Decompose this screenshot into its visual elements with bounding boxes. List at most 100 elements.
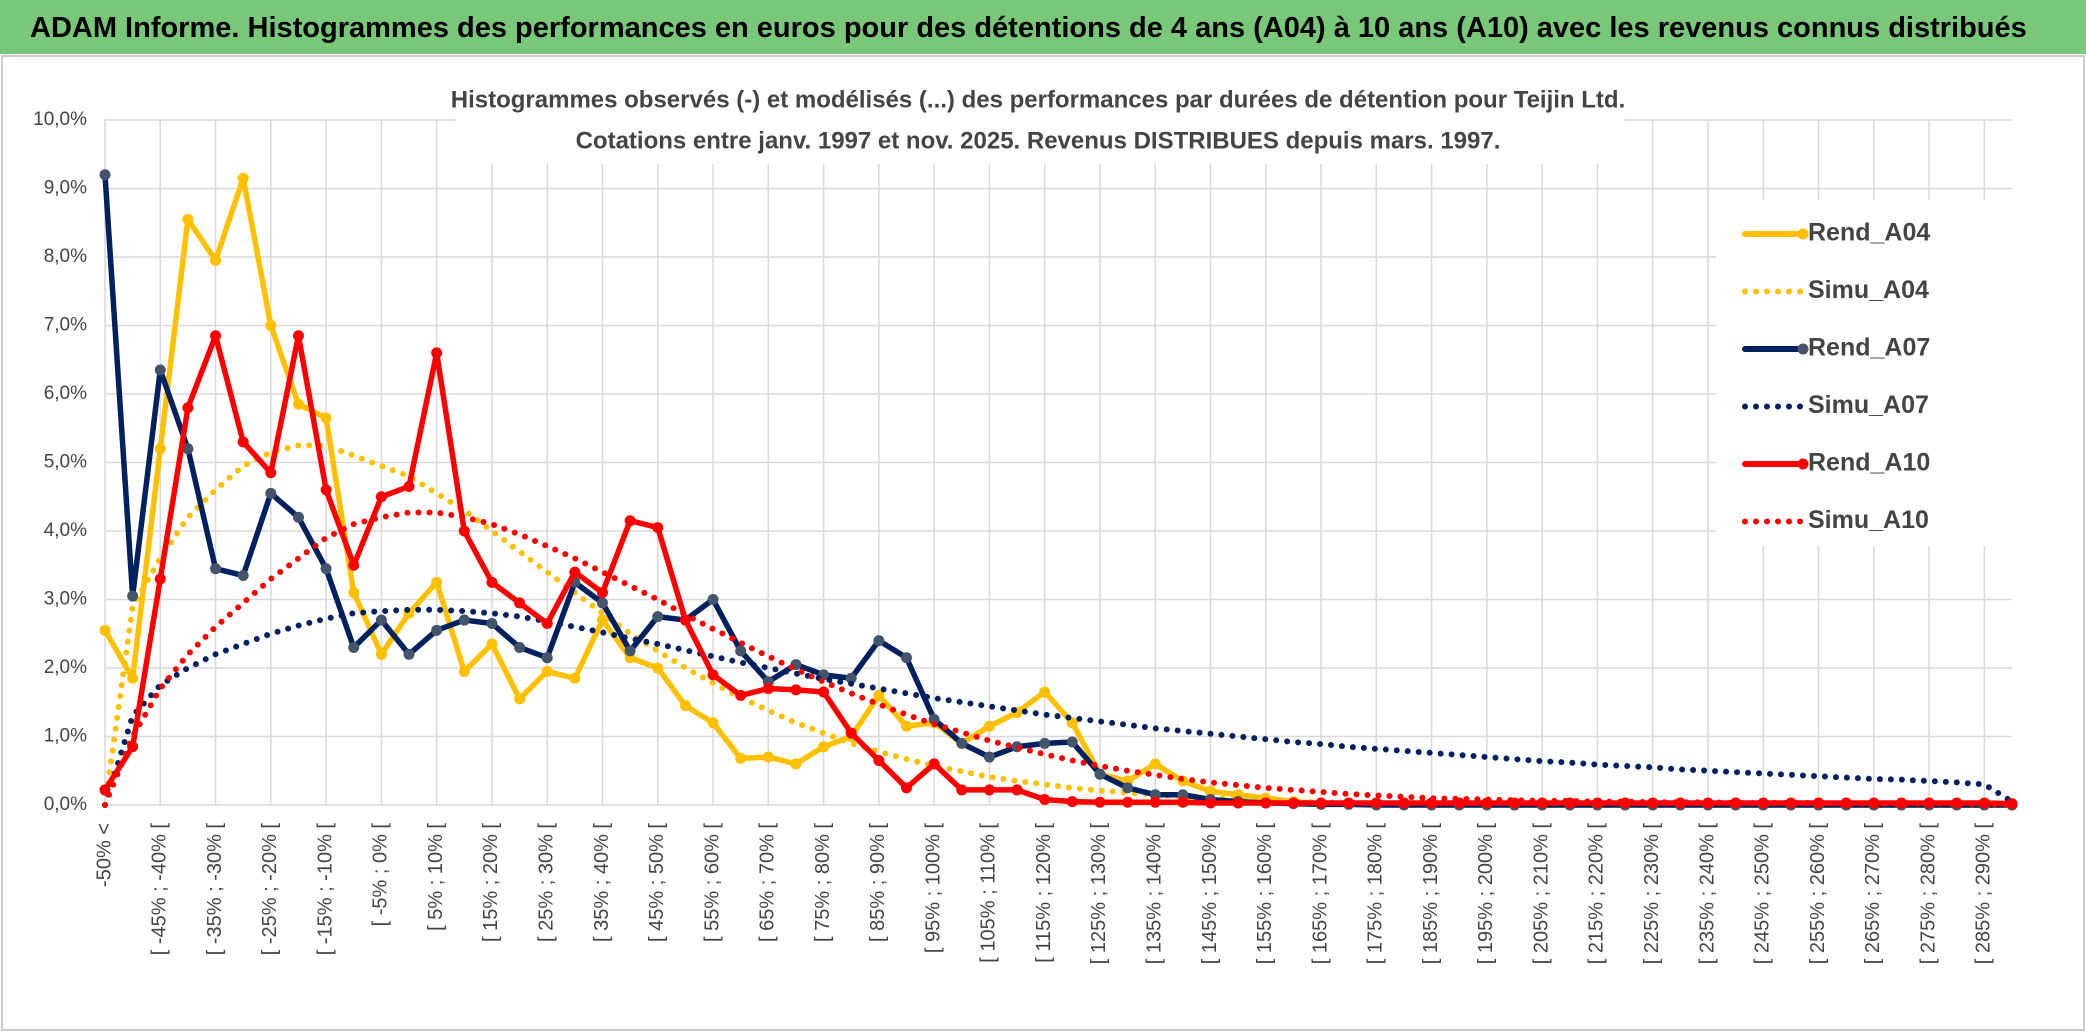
legend-marker bbox=[1797, 228, 1809, 240]
x-tick-label: [ 125% ; 130% [ bbox=[1088, 823, 1110, 965]
point-marker bbox=[154, 443, 166, 455]
point-marker bbox=[514, 693, 526, 705]
point-marker bbox=[237, 570, 249, 582]
point-marker bbox=[1730, 797, 1742, 809]
point-marker bbox=[873, 754, 885, 766]
point-marker bbox=[845, 672, 857, 684]
point-marker bbox=[403, 480, 415, 492]
point-marker bbox=[1094, 768, 1106, 780]
series-line bbox=[102, 606, 2015, 808]
point-marker bbox=[431, 347, 443, 359]
point-marker bbox=[928, 758, 940, 770]
point-marker bbox=[1370, 797, 1382, 809]
point-marker bbox=[569, 672, 581, 684]
y-tick-label: 5,0% bbox=[44, 452, 87, 473]
point-marker bbox=[735, 645, 747, 657]
point-marker bbox=[569, 566, 581, 578]
legend-label: Simu_A04 bbox=[1808, 276, 1929, 304]
x-tick-label: [ 145% ; 150% [ bbox=[1199, 823, 1221, 965]
y-tick-label: 0,0% bbox=[44, 794, 87, 815]
point-marker bbox=[818, 741, 830, 753]
x-tick-label: [ 235% ; 240% [ bbox=[1696, 823, 1718, 965]
point-marker bbox=[762, 751, 774, 763]
x-tick-label: [ 285% ; 290% [ bbox=[1973, 823, 1995, 965]
title-background bbox=[455, 82, 1625, 164]
x-tick-label: [ 75% ; 80% [ bbox=[812, 823, 834, 942]
point-marker bbox=[320, 412, 332, 424]
point-marker bbox=[403, 648, 415, 660]
point-marker bbox=[348, 587, 360, 599]
point-marker bbox=[762, 683, 774, 695]
x-tick-label: [ 185% ; 190% [ bbox=[1420, 823, 1442, 965]
x-tick-label: [ 15% ; 20% [ bbox=[480, 823, 502, 942]
point-marker bbox=[1785, 797, 1797, 809]
point-marker bbox=[679, 700, 691, 712]
x-tick-label: [ -15% ; -10% [ bbox=[314, 823, 336, 956]
point-marker bbox=[1066, 796, 1078, 808]
point-marker bbox=[679, 614, 691, 626]
x-tick-label: [ 245% ; 250% [ bbox=[1752, 823, 1774, 965]
point-marker bbox=[210, 254, 222, 266]
x-tick-label: [ 85% ; 90% [ bbox=[867, 823, 889, 942]
point-marker bbox=[845, 727, 857, 739]
x-tick-label: [ -5% ; 0% [ bbox=[370, 823, 392, 927]
point-marker bbox=[237, 436, 249, 448]
point-marker bbox=[928, 713, 940, 725]
point-marker bbox=[596, 587, 608, 599]
point-marker bbox=[624, 645, 636, 657]
point-marker bbox=[1205, 785, 1217, 797]
y-tick-label: 8,0% bbox=[44, 246, 87, 267]
point-marker bbox=[154, 364, 166, 376]
point-marker bbox=[707, 594, 719, 605]
point-marker bbox=[1039, 737, 1051, 749]
point-marker bbox=[1177, 789, 1189, 801]
point-marker bbox=[99, 169, 111, 181]
point-marker bbox=[237, 172, 249, 184]
point-marker bbox=[735, 752, 747, 764]
point-marker bbox=[652, 662, 664, 674]
point-marker bbox=[375, 648, 387, 660]
point-marker bbox=[1260, 797, 1272, 809]
point-marker bbox=[182, 443, 194, 455]
point-marker bbox=[375, 491, 387, 503]
x-tick-label: [ 55% ; 60% [ bbox=[701, 823, 723, 942]
legend-label: Simu_A10 bbox=[1808, 506, 1929, 534]
point-marker bbox=[458, 525, 470, 537]
point-marker bbox=[983, 784, 995, 796]
point-marker bbox=[1232, 797, 1244, 809]
point-marker bbox=[486, 638, 498, 650]
x-tick-label: [ 265% ; 270% [ bbox=[1862, 823, 1884, 965]
point-marker bbox=[320, 563, 332, 575]
point-marker bbox=[486, 617, 498, 629]
point-marker bbox=[375, 614, 387, 626]
y-tick-label: 4,0% bbox=[44, 520, 87, 541]
x-tick-label: [ -45% ; -40% [ bbox=[149, 823, 171, 956]
legend-label: Rend_A04 bbox=[1808, 219, 1930, 247]
point-marker bbox=[1177, 796, 1189, 808]
point-marker bbox=[1122, 796, 1134, 808]
point-marker bbox=[707, 669, 719, 681]
legend-box bbox=[1716, 200, 2012, 546]
x-tick-label: [ 5% ; 10% [ bbox=[425, 823, 447, 931]
point-marker bbox=[596, 597, 608, 609]
point-marker bbox=[624, 515, 636, 527]
point-marker bbox=[182, 402, 194, 414]
x-tick-label: [ 45% ; 50% [ bbox=[646, 823, 668, 942]
point-marker bbox=[735, 689, 747, 701]
point-marker bbox=[1840, 797, 1852, 809]
y-tick-label: 3,0% bbox=[44, 589, 87, 610]
point-marker bbox=[127, 672, 139, 684]
x-tick-label: [ 65% ; 70% [ bbox=[757, 823, 779, 942]
chart: 0,0% 1,0% 2,0% 3,0% 4,0% 5,0% 6,0% 7,0% 8,0% 9,0%… bbox=[1, 55, 2085, 1031]
point-marker bbox=[292, 398, 304, 410]
point-marker bbox=[873, 635, 885, 647]
point-marker bbox=[514, 597, 526, 609]
point-marker bbox=[790, 684, 802, 696]
point-marker bbox=[983, 751, 995, 763]
point-marker bbox=[652, 611, 664, 623]
point-marker bbox=[900, 720, 912, 732]
x-tick-label: [ 135% ; 140% [ bbox=[1144, 823, 1166, 965]
legend-label: Rend_A10 bbox=[1808, 449, 1930, 477]
point-marker bbox=[1674, 797, 1686, 809]
